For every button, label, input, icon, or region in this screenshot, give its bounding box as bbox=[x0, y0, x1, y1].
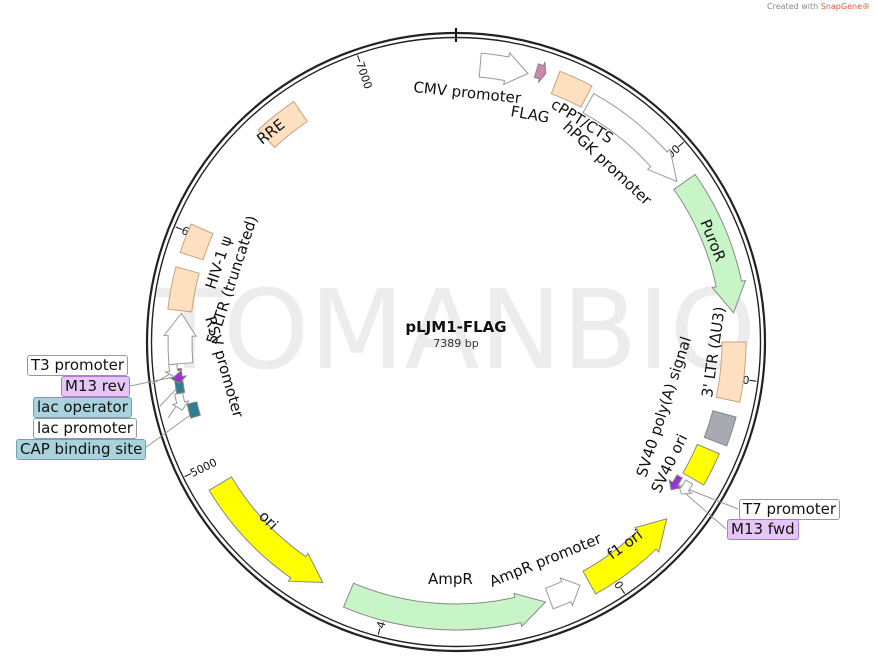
watermark: TOMANBIO bbox=[155, 266, 757, 394]
feature-hpgk[interactable] bbox=[582, 92, 678, 183]
feature-sv40pa[interactable] bbox=[703, 410, 737, 447]
callout-t7-promoter: T7 promoter bbox=[739, 499, 841, 520]
tick-mark bbox=[749, 379, 757, 382]
feature-ori[interactable] bbox=[208, 476, 324, 584]
callout-leader-line bbox=[685, 487, 739, 510]
feature-rre[interactable] bbox=[257, 100, 308, 149]
credit-brand: SnapGene® bbox=[820, 2, 870, 11]
callout-m13-fwd: M13 fwd bbox=[727, 519, 799, 540]
label-flag: FLAG bbox=[509, 102, 550, 126]
callout-leader-line bbox=[144, 411, 195, 449]
feature-f1ori[interactable] bbox=[582, 518, 668, 595]
snapgene-credit: Created with SnapGene® bbox=[767, 2, 870, 11]
feature-cmv[interactable] bbox=[478, 51, 529, 86]
tick-mark bbox=[175, 226, 183, 231]
feature-laco[interactable] bbox=[174, 379, 186, 395]
feature-rsv[interactable] bbox=[163, 312, 198, 366]
feature-flag[interactable] bbox=[533, 61, 547, 84]
label-ampr: AmpR bbox=[428, 570, 473, 588]
credit-prefix: Created with bbox=[767, 2, 821, 11]
feature-ltr3[interactable] bbox=[715, 341, 747, 403]
callout-cap-binding-site: CAP binding site bbox=[16, 439, 147, 460]
feature-m13fwd[interactable] bbox=[668, 474, 683, 491]
feature-sv40ori[interactable] bbox=[682, 443, 720, 486]
callout-t3-promoter: T3 promoter bbox=[27, 355, 129, 376]
tick-label: 5000 bbox=[188, 456, 219, 480]
tick-mark bbox=[620, 587, 626, 594]
feature-amprp[interactable] bbox=[544, 577, 581, 610]
feature-ltr5[interactable] bbox=[167, 266, 200, 313]
feature-psi[interactable] bbox=[179, 223, 214, 261]
feature-ampr[interactable] bbox=[342, 582, 547, 631]
tick-mark bbox=[184, 473, 192, 478]
feature-cap[interactable] bbox=[186, 401, 201, 419]
callout-m13-rev: M13 rev bbox=[61, 376, 130, 397]
feature-lacp[interactable] bbox=[171, 392, 190, 411]
plasmid-name: pLJM1-FLAG bbox=[405, 318, 506, 336]
feature-puror[interactable] bbox=[673, 173, 747, 314]
feature-t7[interactable] bbox=[677, 479, 694, 495]
callout-lac-operator: lac operator bbox=[33, 397, 132, 418]
feature-t3[interactable] bbox=[163, 363, 183, 378]
tick-label: 7000 bbox=[353, 60, 374, 91]
callout-lac-promoter: lac promoter bbox=[33, 418, 137, 439]
plasmid-length: 7389 bp bbox=[433, 337, 478, 350]
tick-mark bbox=[678, 141, 685, 148]
tick-mark bbox=[357, 55, 361, 63]
feature-cppt[interactable] bbox=[550, 70, 593, 108]
label-ampr-promoter: AmpR promoter bbox=[487, 529, 605, 591]
tick-mark bbox=[377, 627, 381, 635]
